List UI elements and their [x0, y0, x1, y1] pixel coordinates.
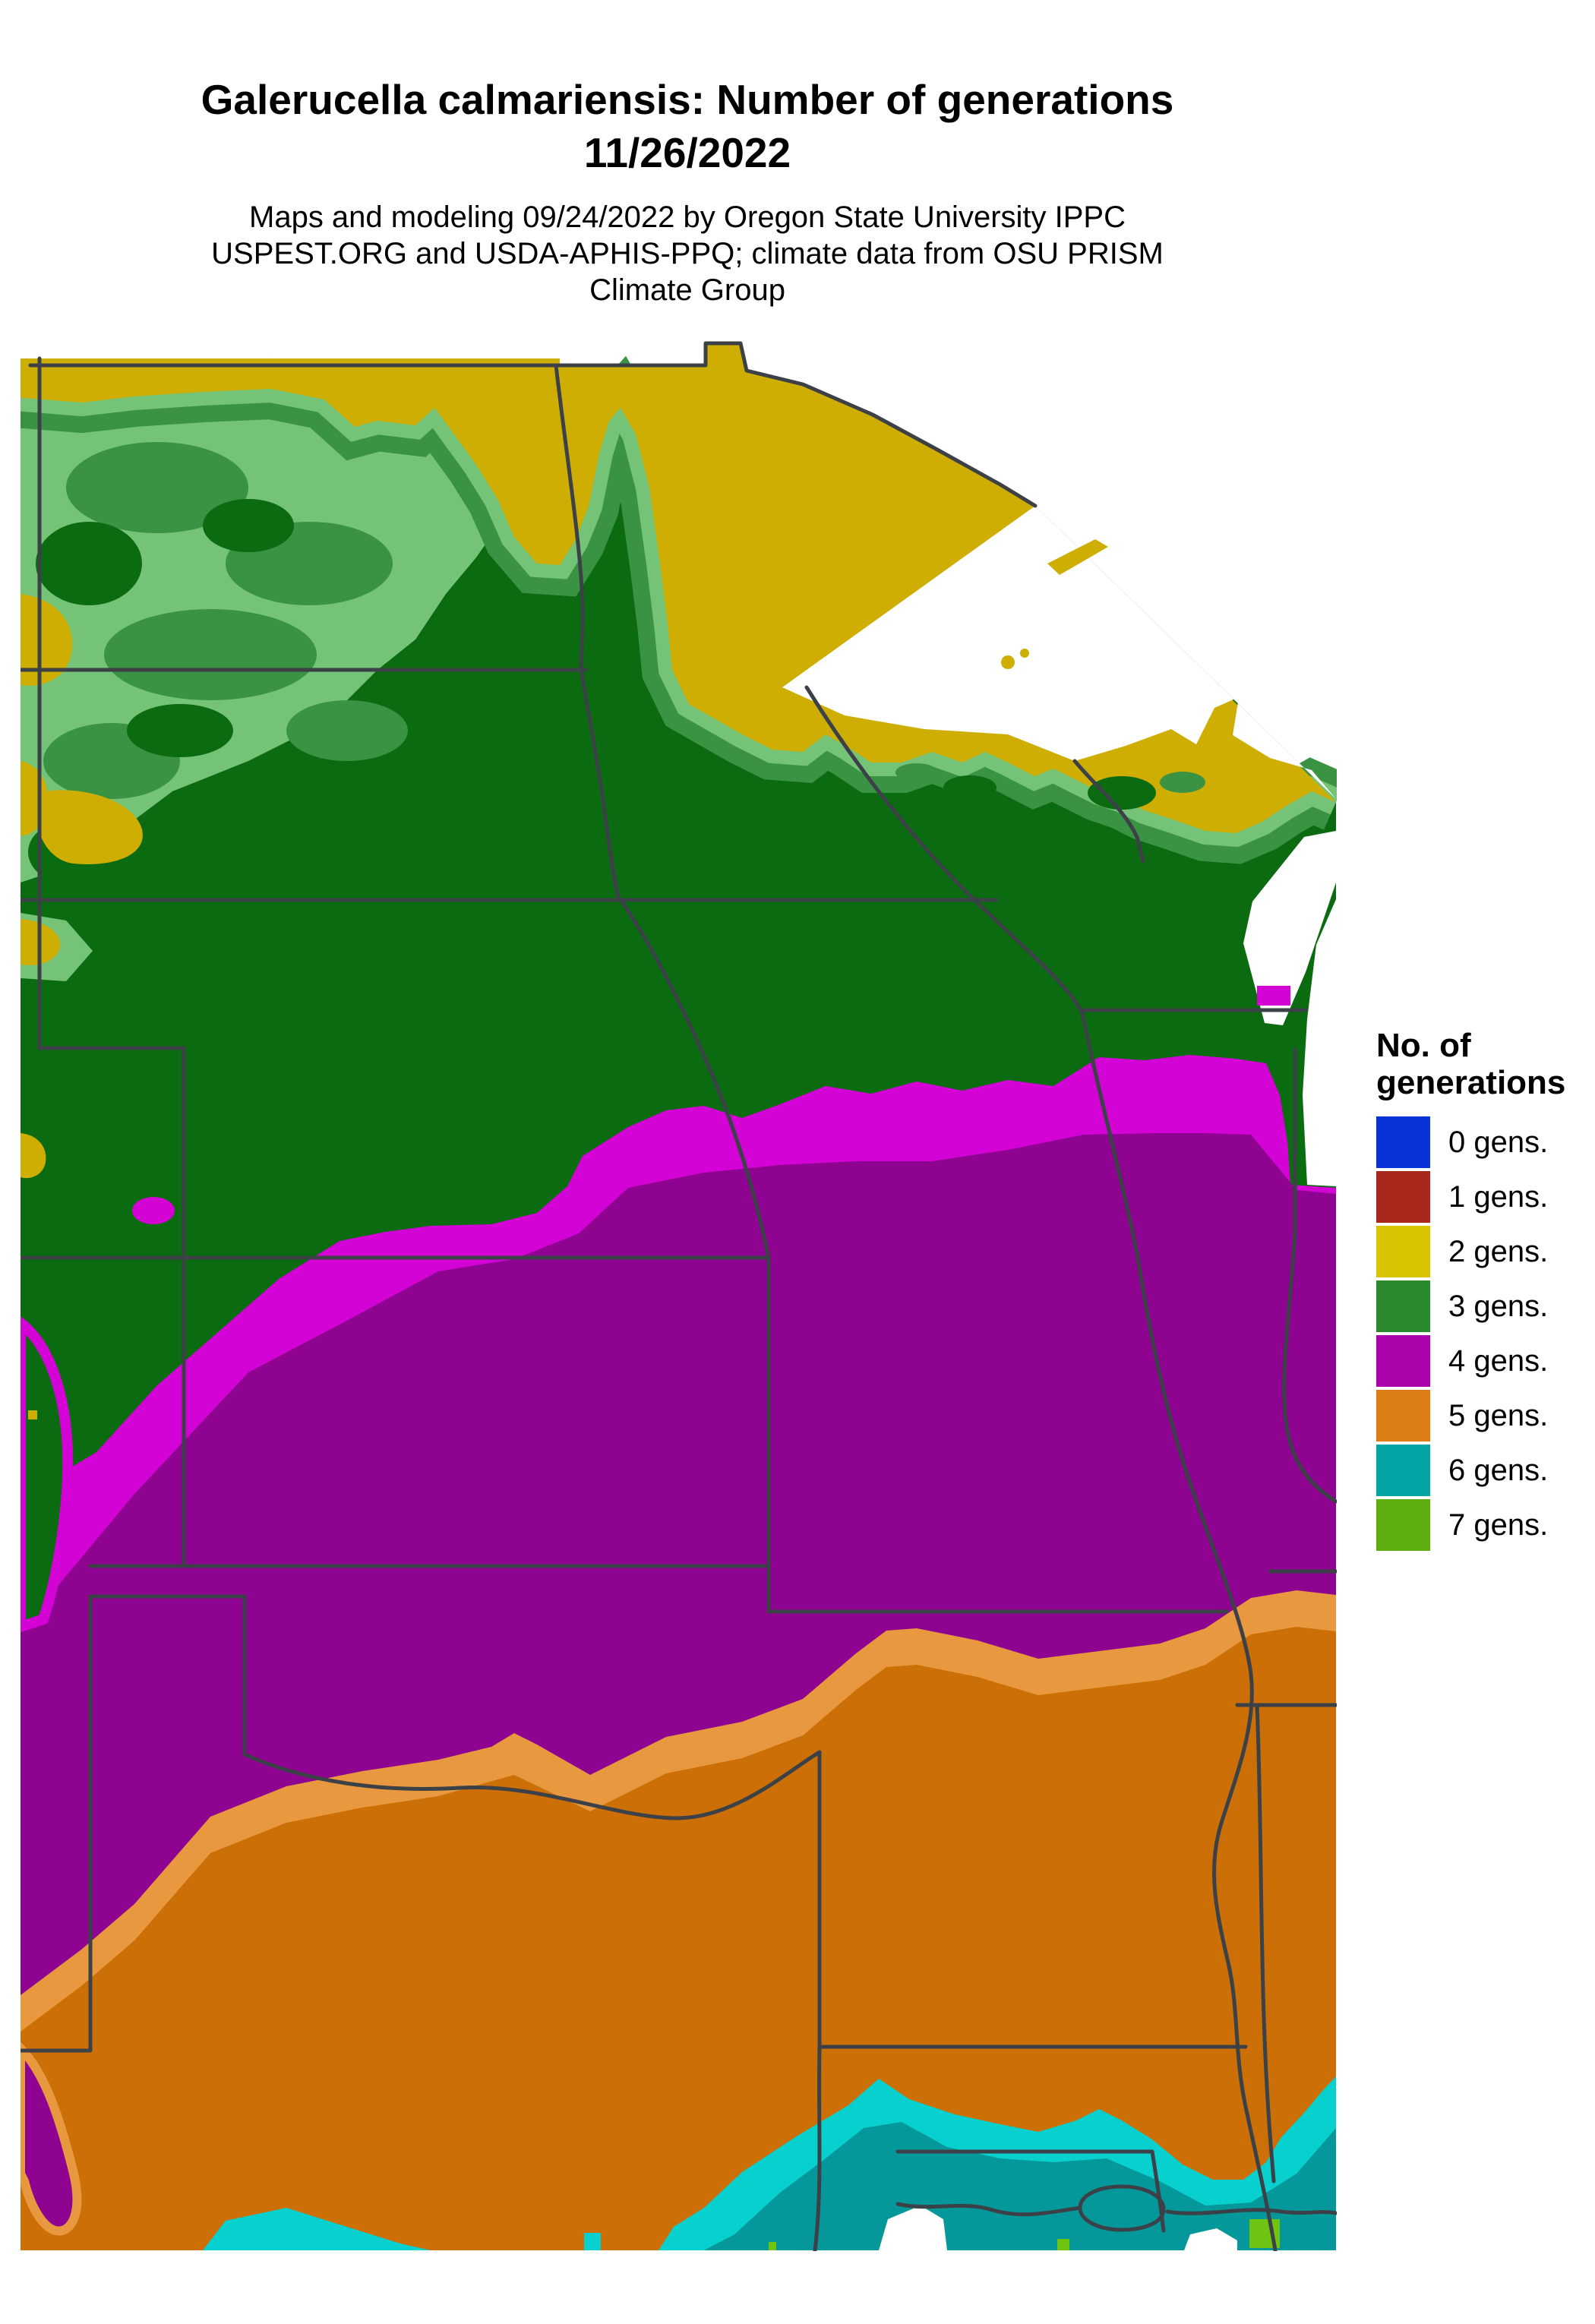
legend-swatch-0gens — [1376, 1116, 1430, 1168]
region-tx-purple-finger — [21, 2041, 82, 2236]
border-ms-al — [1255, 1703, 1276, 2183]
subtitle-line-1: Maps and modeling 09/24/2022 by Oregon S… — [249, 201, 1126, 234]
legend-title: No. of generations — [1376, 1027, 1589, 1101]
legend-swatch-2gens — [1376, 1226, 1430, 1277]
gulf-coast-bites — [879, 2206, 1237, 2250]
lake-superior — [782, 506, 1336, 799]
legend-swatch-7gens — [1376, 1499, 1430, 1551]
isle-royale-island — [1001, 539, 1108, 669]
border-co-ne-ks — [37, 1046, 186, 1568]
subtitle: Maps and modeling 09/24/2022 by Oregon S… — [0, 199, 1375, 308]
title-line-2: 11/26/2022 — [583, 129, 791, 176]
border-lake-pontchartrain — [1078, 2184, 1166, 2232]
page-title: Galerucella calmariensis: Number of gene… — [0, 73, 1375, 179]
region-nm-yellow-speck — [28, 1410, 37, 1419]
region-6gens-dark — [704, 2122, 1336, 2250]
map-legend: No. of generations 0 gens. 1 gens. 2 gen… — [1376, 1027, 1589, 1554]
legend-row-2gens: 2 gens. — [1376, 1226, 1589, 1277]
legend-row-3gens: 3 gens. — [1376, 1280, 1589, 1332]
region-up-green-blobs — [943, 775, 1156, 810]
border-sd-mn — [579, 668, 621, 902]
legend-swatch-4gens — [1376, 1335, 1430, 1387]
border-il-in — [1282, 1047, 1337, 1504]
border-gulf-coastline — [895, 2202, 1337, 2217]
state-borders — [21, 341, 1337, 2251]
legend-label-0gens: 0 gens. — [1448, 1125, 1549, 1159]
border-wi-mi — [1072, 759, 1145, 864]
border-canada — [28, 341, 1038, 508]
legend-row-7gens: 7 gens. — [1376, 1499, 1589, 1551]
header: Galerucella calmariensis: Number of gene… — [0, 73, 1375, 308]
legend-label-4gens: 4 gens. — [1448, 1344, 1549, 1378]
region-5gens-core — [21, 1627, 1336, 2250]
region-up-green-mid-blobs — [895, 763, 1205, 793]
border-mississippi-river — [804, 685, 1278, 2251]
lake-michigan — [1303, 899, 1336, 1186]
green-bay — [1243, 831, 1336, 1025]
legend-swatch-3gens — [1376, 1280, 1430, 1332]
subtitle-line-3: Climate Group — [589, 273, 785, 307]
legend-label-6gens: 6 gens. — [1448, 1453, 1549, 1487]
border-tx-la — [813, 2045, 822, 2251]
border-red-river — [242, 1750, 822, 2049]
region-nm-green-island — [21, 1316, 74, 1633]
legend-row-1gens: 1 gens. — [1376, 1171, 1589, 1223]
legend-label-2gens: 2 gens. — [1448, 1234, 1549, 1268]
legend-row-0gens: 0 gens. — [1376, 1116, 1589, 1168]
legend-swatch-6gens — [1376, 1445, 1430, 1496]
subtitle-line-2: USPEST.ORG and USDA-APHIS-PPQ; climate d… — [211, 237, 1164, 270]
legend-label-7gens: 7 gens. — [1448, 1508, 1549, 1542]
legend-title-line-1: No. of — [1376, 1027, 1471, 1064]
title-line-1: Galerucella calmariensis: Number of gene… — [201, 76, 1174, 123]
legend-row-4gens: 4 gens. — [1376, 1335, 1589, 1387]
border-nm-tx-ok — [21, 1594, 247, 2053]
legend-title-line-2: generations — [1376, 1064, 1566, 1101]
legend-row-5gens: 5 gens. — [1376, 1390, 1589, 1441]
border-missouri-river — [618, 898, 771, 1614]
legend-row-6gens: 6 gens. — [1376, 1445, 1589, 1496]
legend-swatch-5gens — [1376, 1390, 1430, 1441]
legend-swatch-1gens — [1376, 1171, 1430, 1223]
legend-label-5gens: 5 gens. — [1448, 1398, 1549, 1432]
legend-label-3gens: 3 gens. — [1448, 1289, 1549, 1323]
legend-label-1gens: 1 gens. — [1448, 1179, 1549, 1214]
generations-map — [21, 336, 1337, 2251]
border-nd-mn-red-river — [554, 363, 585, 672]
map-canvas — [21, 341, 1337, 2251]
